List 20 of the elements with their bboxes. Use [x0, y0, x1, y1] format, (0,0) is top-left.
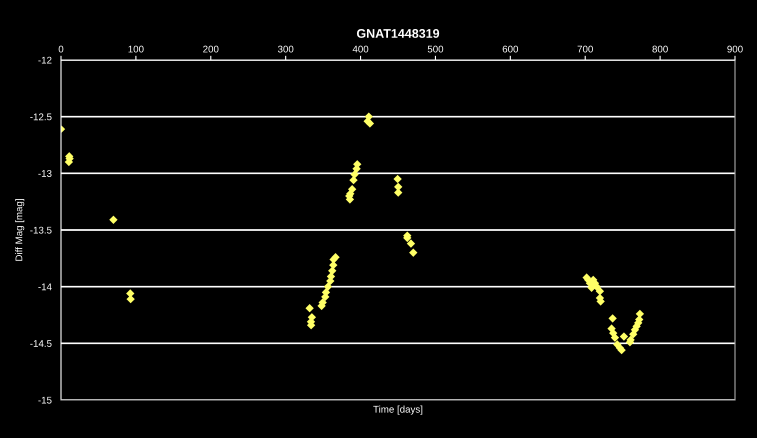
x-tick-label: 800: [652, 46, 668, 53]
x-tick-label: 700: [578, 46, 593, 53]
y-tick-label: -12: [38, 56, 52, 64]
y-tick-label: -15: [38, 396, 52, 404]
chart-title: GNAT1448319: [356, 29, 440, 38]
y-tick-label: -13: [38, 170, 52, 177]
y-tick-label: -13.5: [30, 226, 52, 234]
x-tick-label: 0: [58, 46, 64, 53]
y-tick-label: -14: [38, 284, 52, 290]
y-tick-label: -12.5: [30, 113, 52, 120]
x-tick-label: 400: [352, 46, 368, 53]
x-axis-title: Time [days]: [373, 406, 422, 415]
x-tick-label: 300: [278, 46, 294, 53]
x-tick-label: 900: [727, 46, 743, 53]
x-tick-label: 100: [128, 46, 144, 53]
y-axis-title: Diff Mag [mag]: [15, 199, 24, 261]
x-tick-label: 500: [428, 46, 444, 53]
y-tick-label: -14.5: [30, 340, 52, 347]
x-tick-label: 600: [502, 46, 518, 53]
x-tick-label: 200: [203, 46, 219, 53]
